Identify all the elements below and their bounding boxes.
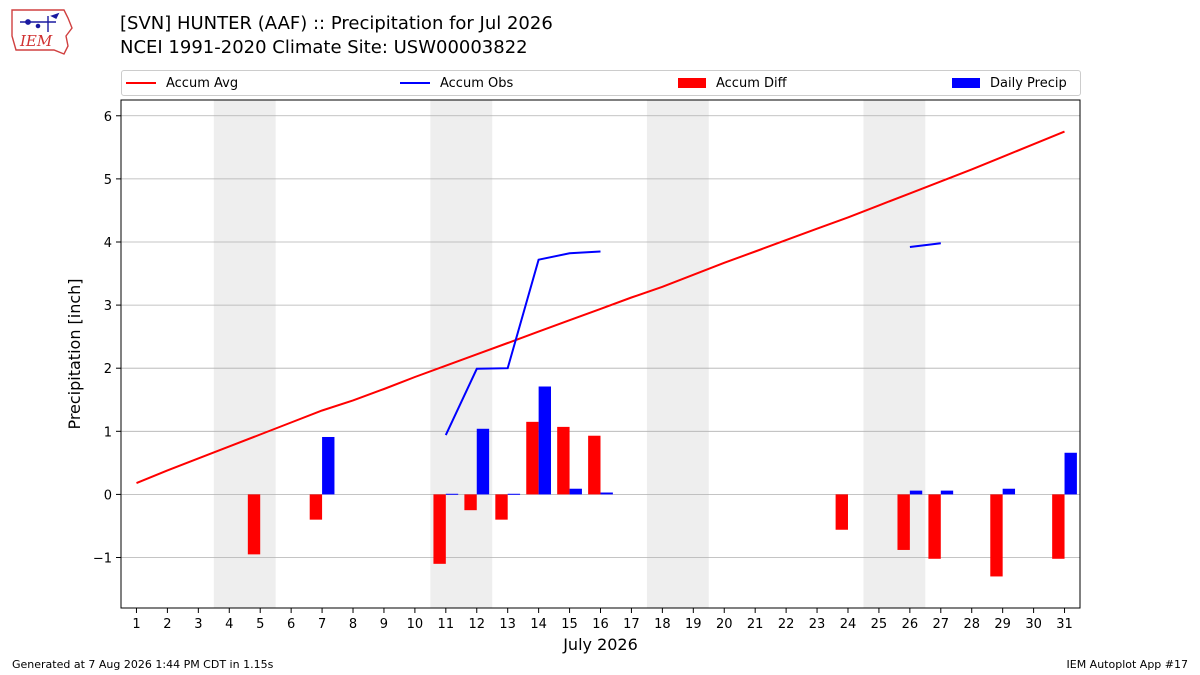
x-tick-label: 15 [561, 617, 578, 632]
legend-label-accum-obs: Accum Obs [440, 75, 514, 91]
legend-patch-blue-icon [952, 78, 980, 88]
chart-title: [SVN] HUNTER (AAF) :: Precipitation for … [120, 13, 553, 34]
accum-obs-line [444, 250, 601, 436]
x-tick-label: 20 [716, 617, 733, 632]
x-tick-label: 11 [438, 617, 455, 632]
accum-diff-bar [897, 494, 910, 550]
x-tick-label: 8 [349, 617, 357, 632]
daily-precip-bar [1002, 488, 1016, 495]
x-tick-label: 2 [163, 617, 171, 632]
x-tick-label: 1 [132, 617, 140, 632]
accum-diff-bar [464, 494, 477, 511]
y-tick-label: 6 [104, 110, 112, 125]
accum-diff-bar [1052, 494, 1065, 559]
x-tick-label: 13 [499, 617, 516, 632]
x-tick-label: 26 [902, 617, 919, 632]
y-axis-label: Precipitation [inch] [65, 278, 84, 429]
x-tick-label: 31 [1056, 617, 1073, 632]
daily-precip-bar [600, 492, 613, 495]
daily-precip-bar [538, 386, 552, 495]
x-tick-label: 6 [287, 617, 295, 632]
legend-label-daily-precip: Daily Precip [990, 75, 1067, 91]
accum-diff-bar [588, 435, 601, 495]
x-tick-label: 28 [963, 617, 980, 632]
x-tick-label: 3 [194, 617, 202, 632]
x-tick-label: 14 [530, 617, 547, 632]
chart-subtitle: NCEI 1991-2020 Climate Site: USW00003822 [120, 37, 528, 58]
x-tick-label: 18 [654, 617, 671, 632]
legend-label-accum-diff: Accum Diff [716, 75, 787, 91]
x-tick-label: 23 [809, 617, 826, 632]
x-tick-label: 17 [623, 617, 640, 632]
y-tick-label: −1 [93, 552, 112, 567]
accum-diff-bar [433, 494, 446, 564]
accum-diff-bar [835, 494, 848, 530]
legend-label-accum-avg: Accum Avg [166, 75, 239, 91]
x-tick-label: 4 [225, 617, 233, 632]
legend-item-daily-precip: Daily Precip [952, 71, 1067, 95]
legend-item-accum-avg: Accum Avg [126, 71, 238, 95]
logo-text: IEM [19, 32, 53, 50]
daily-precip-bar [569, 488, 582, 495]
x-tick-label: 21 [747, 617, 764, 632]
accum-diff-bar [928, 494, 941, 559]
x-tick-label: 7 [318, 617, 326, 632]
x-tick-label: 29 [994, 617, 1011, 632]
daily-precip-bar [322, 436, 335, 495]
legend-patch-red-icon [678, 78, 706, 88]
y-tick-label: 4 [104, 236, 112, 251]
x-tick-label: 25 [871, 617, 888, 632]
y-tick-label: 0 [104, 488, 112, 503]
y-tick-label: 5 [104, 173, 112, 188]
weather-station-icon [20, 12, 60, 32]
app-credit: IEM Autoplot App #17 [1066, 658, 1189, 671]
daily-precip-bar [445, 493, 459, 495]
x-tick-label: 27 [933, 617, 950, 632]
iem-logo: IEM [11, 9, 73, 55]
x-tick-label: 5 [256, 617, 264, 632]
y-tick-label: 1 [104, 425, 112, 440]
accum-avg-line [136, 130, 1065, 485]
x-tick-label: 10 [407, 617, 424, 632]
legend-item-accum-diff: Accum Diff [678, 71, 787, 95]
accum-diff-bar [990, 494, 1003, 577]
accum-diff-bar [309, 494, 323, 520]
accum-diff-bar [247, 494, 261, 555]
x-tick-label: 22 [778, 617, 795, 632]
weekend-shade [646, 100, 709, 608]
legend-item-accum-obs: Accum Obs [400, 71, 513, 95]
x-tick-label: 12 [468, 617, 485, 632]
y-tick-label: 2 [104, 362, 112, 377]
legend-line-red-icon [126, 82, 156, 84]
x-tick-label: 9 [380, 617, 388, 632]
x-axis-label: July 2026 [562, 635, 638, 654]
x-tick-label: 16 [592, 617, 609, 632]
legend-line-blue-icon [400, 82, 430, 84]
y-tick-label: 3 [104, 299, 112, 314]
legend: Accum Avg Accum Obs Accum Diff Daily Pre… [121, 70, 1081, 96]
daily-precip-bar [507, 493, 521, 495]
weekend-shade [213, 100, 276, 608]
daily-precip-bar [940, 490, 954, 495]
daily-precip-bar [1064, 452, 1077, 495]
generated-timestamp: Generated at 7 Aug 2026 1:44 PM CDT in 1… [12, 658, 274, 671]
accum-diff-bar [526, 421, 539, 495]
weekend-shade [863, 100, 926, 608]
daily-precip-bar [476, 428, 490, 495]
x-tick-label: 24 [840, 617, 857, 632]
daily-precip-bar [909, 490, 923, 495]
iowa-outline-icon [11, 9, 73, 55]
accum-obs-line [909, 242, 941, 248]
x-tick-label: 30 [1025, 617, 1042, 632]
accum-diff-bar [557, 426, 570, 495]
x-tick-label: 19 [685, 617, 702, 632]
accum-diff-bar [495, 494, 508, 520]
